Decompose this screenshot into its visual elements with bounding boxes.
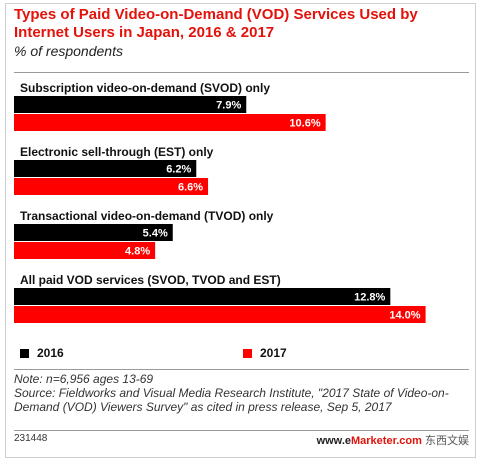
data-label: 6.6% bbox=[178, 182, 203, 194]
legend-swatch-2017 bbox=[243, 349, 252, 358]
footer-rule-top bbox=[14, 369, 469, 370]
legend-swatch-2016 bbox=[20, 349, 29, 358]
bar-2016-3 bbox=[14, 224, 173, 241]
chart-id: 231448 bbox=[14, 433, 48, 444]
data-label: 10.6% bbox=[289, 118, 320, 130]
data-label: 12.8% bbox=[354, 292, 385, 304]
bar-2017-1 bbox=[14, 114, 326, 131]
legend-item-2016: 2016 bbox=[20, 346, 64, 360]
category-label: Electronic sell-through (EST) only bbox=[20, 145, 214, 159]
legend-label-2017: 2017 bbox=[260, 346, 287, 360]
source-text: Source: Fieldworks and Visual Media Rese… bbox=[14, 386, 449, 414]
brand-logo: www.eMarketer.com 东西文娱 bbox=[316, 435, 469, 447]
legend-label-2016: 2016 bbox=[37, 346, 64, 360]
bar-2016-1 bbox=[14, 96, 247, 113]
data-label: 7.9% bbox=[216, 100, 241, 112]
bar-chart: Subscription video-on-demand (SVOD) only… bbox=[14, 81, 426, 323]
data-label: 5.4% bbox=[143, 228, 168, 240]
notes-block: Note: n=6,956 ages 13-69 Source: Fieldwo… bbox=[14, 372, 469, 414]
category-label: All paid VOD services (SVOD, TVOD and ES… bbox=[20, 273, 281, 287]
header-rule bbox=[14, 72, 469, 73]
bar-2017-4 bbox=[14, 306, 426, 323]
data-label: 4.8% bbox=[125, 246, 150, 258]
watermark-text: 东西文娱 bbox=[425, 435, 469, 447]
chart-title: Types of Paid Video-on-Demand (VOD) Serv… bbox=[14, 6, 418, 41]
bar-2017-2 bbox=[14, 178, 209, 195]
chart-subtitle: % of respondents bbox=[14, 43, 123, 59]
category-label: Transactional video-on-demand (TVOD) onl… bbox=[20, 209, 274, 223]
category-label: Subscription video-on-demand (SVOD) only bbox=[20, 81, 270, 95]
bar-2016-2 bbox=[14, 160, 197, 177]
data-label: 14.0% bbox=[389, 310, 420, 322]
legend-item-2017: 2017 bbox=[243, 346, 287, 360]
note-text: Note: n=6,956 ages 13-69 bbox=[14, 372, 154, 386]
bar-2017-3 bbox=[14, 242, 156, 259]
footer-rule-bottom bbox=[14, 430, 469, 431]
bar-2016-4 bbox=[14, 288, 391, 305]
data-label: 6.2% bbox=[166, 164, 191, 176]
